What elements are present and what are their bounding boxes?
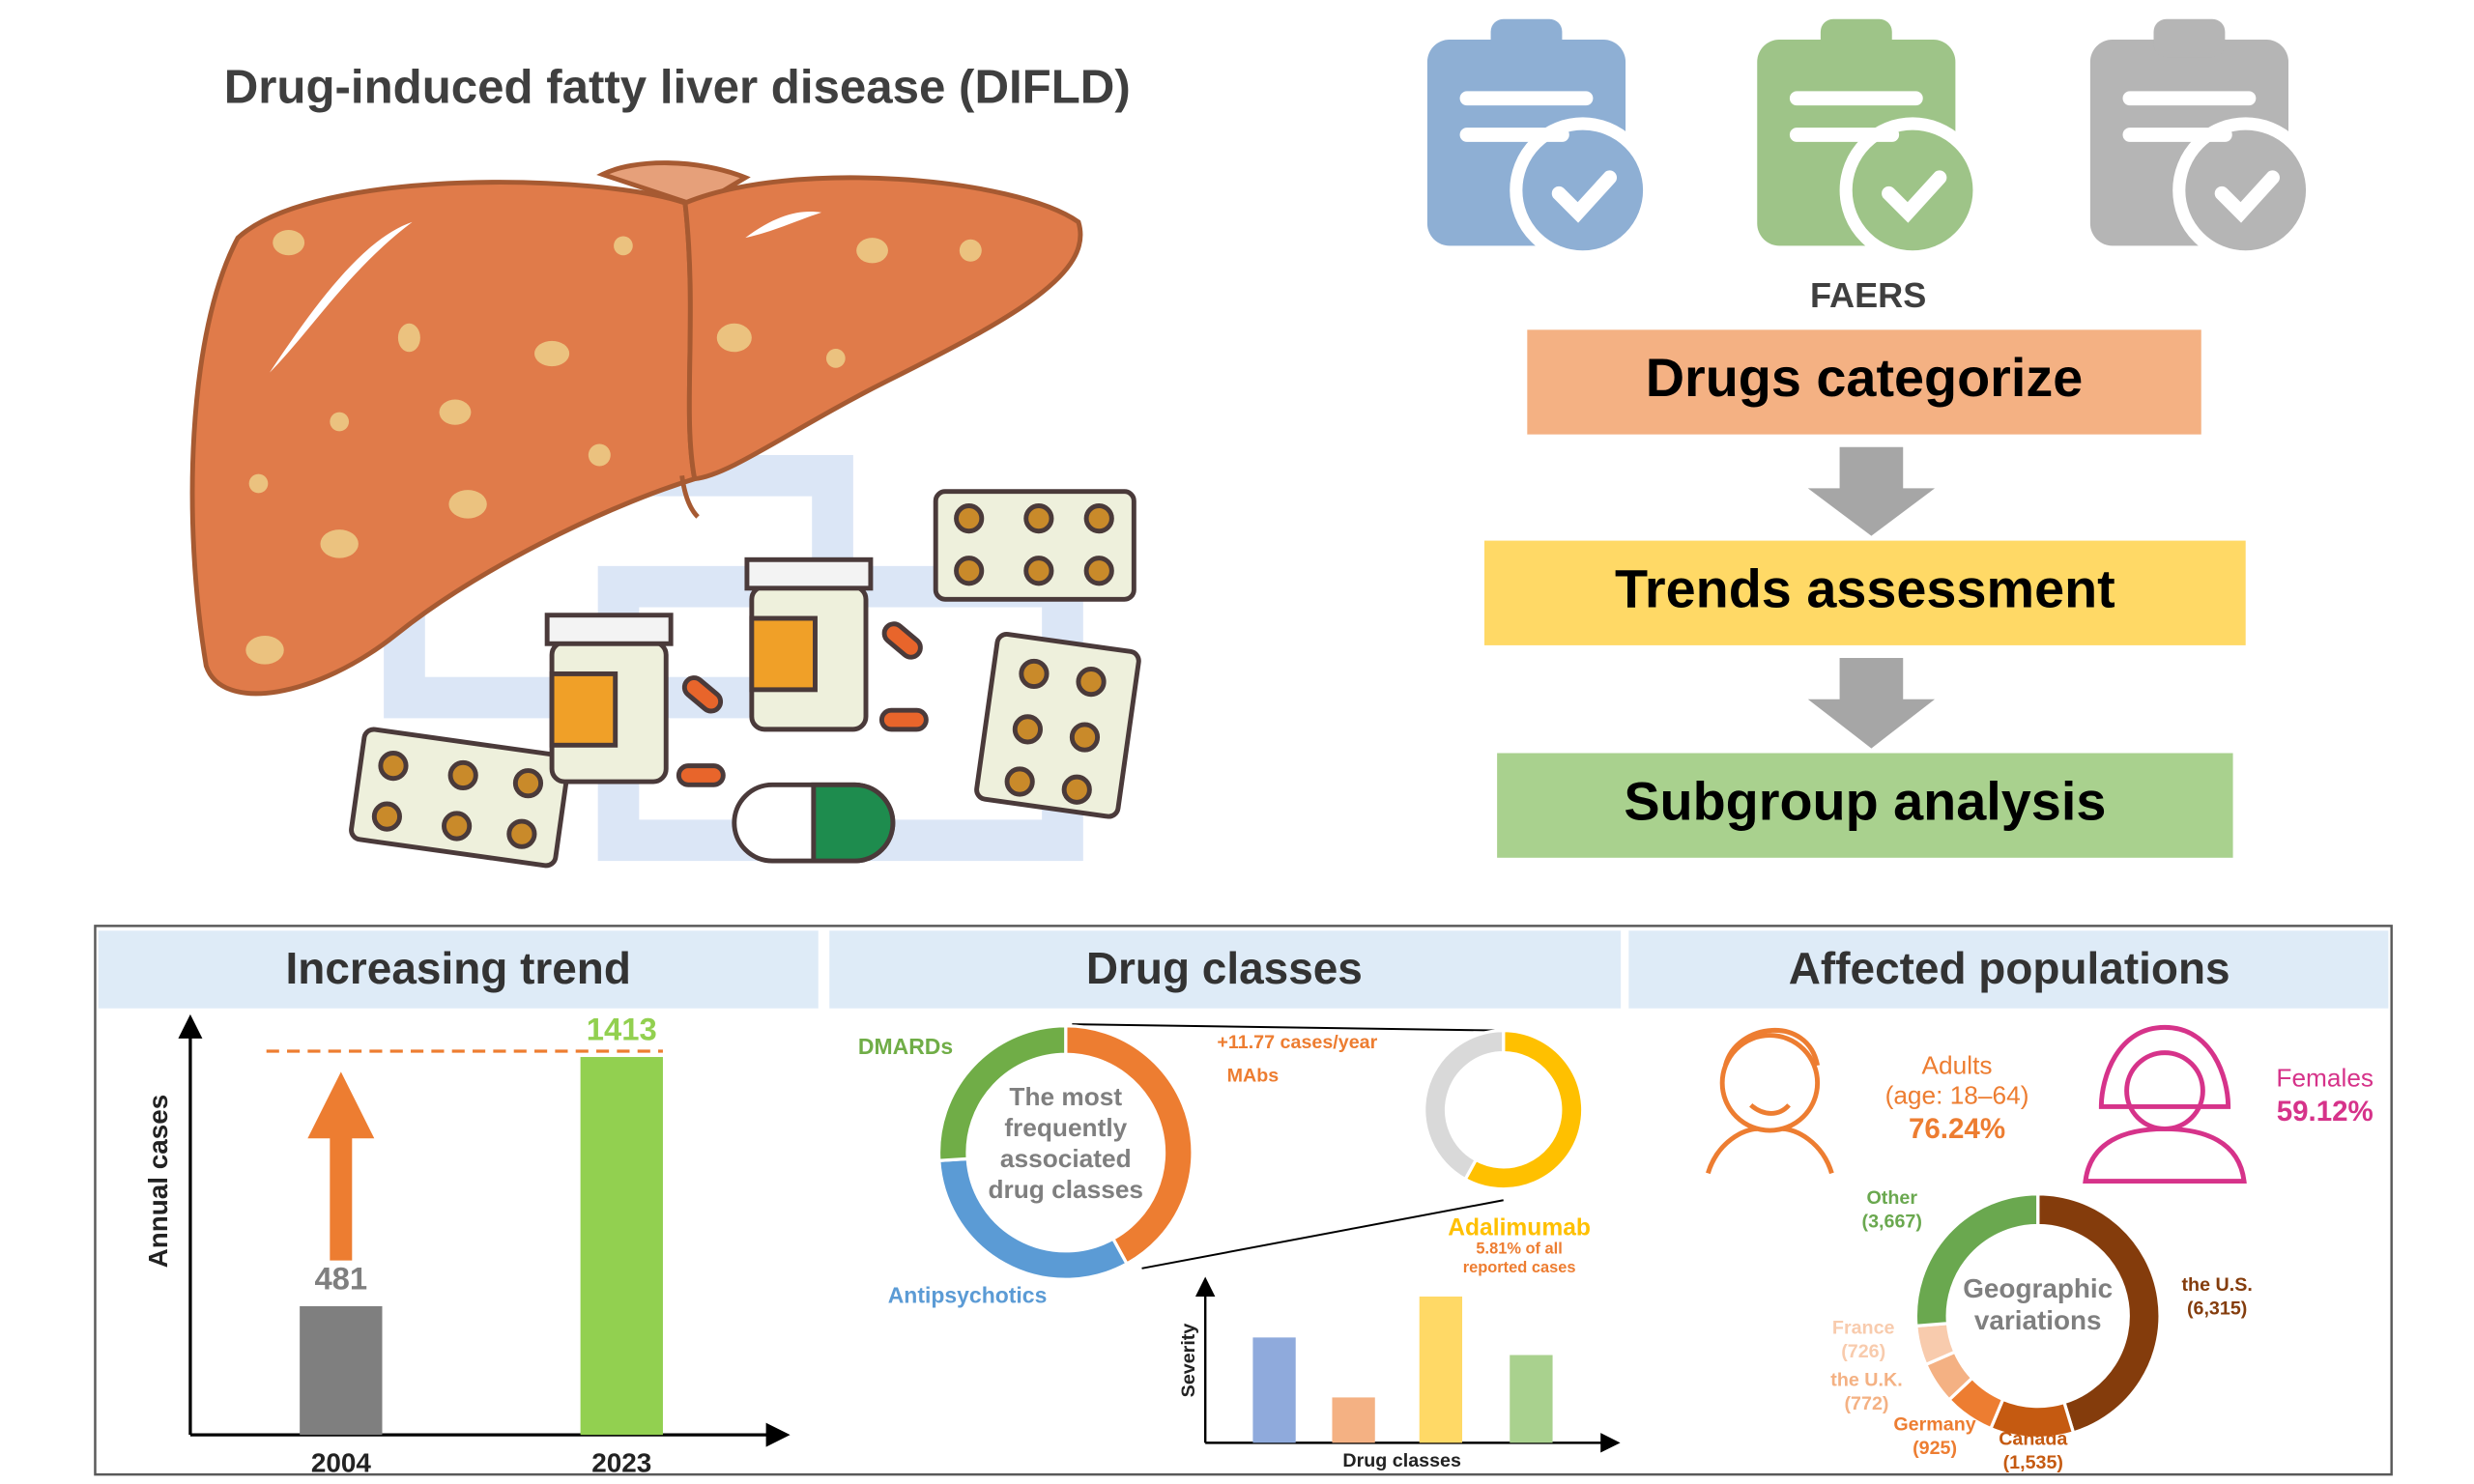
donut-center-label: The most [1009,1082,1122,1111]
category-label: Canada [1999,1428,2068,1449]
panel-title: Affected populations [1789,943,2230,993]
connector [1072,1023,1504,1032]
value-label: 481 [314,1260,367,1296]
donut-center-label: Geographic [1963,1273,2113,1303]
value-label: 1413 [587,1011,657,1046]
category-label: Germany [1893,1413,1975,1435]
panel-header [829,930,1622,1009]
donut-segment [936,1024,1068,1163]
bar [1510,1355,1553,1443]
adults-share: 76.24% [1909,1113,2005,1145]
category-label: Antipsychotics [888,1282,1048,1307]
bar [580,1057,663,1436]
step-label: Drugs categorize [1646,347,2084,408]
category-label: MAbs [1227,1065,1280,1086]
donut-segment [1423,1029,1506,1182]
category-label: Other [1866,1187,1917,1209]
value-label: (1,535) [2003,1452,2063,1473]
bar [1332,1397,1375,1443]
flow-arrows [1807,446,1936,749]
step-box [1484,540,2246,645]
bar [1419,1296,1463,1443]
highlight-note: reported cases [1463,1259,1576,1276]
trend-arrow [307,1071,375,1261]
bar [300,1305,383,1436]
step-label: Trends assessment [1615,557,2115,618]
value-label: (925) [1913,1438,1957,1459]
title: Drug-induced fatty liver disease (DIFLD) [224,61,1131,114]
panel-title: Drug classes [1086,943,1363,993]
donut-segment [1913,1192,2040,1328]
faers-label: FAERS [1810,275,1926,315]
clipboard-icons [1426,18,2319,264]
donut-segment [1064,1024,1194,1267]
y-axis-label: Annual cases [143,1095,173,1269]
category-label: DMARDs [858,1034,953,1059]
donut-center-label: drug classes [989,1175,1143,1204]
category-label: the U.K. [1830,1370,1902,1391]
highlight-note: 5.81% of all [1476,1240,1562,1257]
panel-header [1628,930,2389,1009]
donut-center-label: frequently [1004,1113,1127,1142]
connector [1141,1199,1504,1270]
value-label: (3,667) [1862,1211,1922,1232]
value-label: (726) [1841,1341,1885,1362]
donut-center-label: associated [1000,1144,1132,1173]
category-label: the U.S. [2182,1274,2253,1296]
adult-icon [1706,1028,1834,1175]
panel-title: Increasing trend [286,943,631,993]
panel-frame [94,925,2393,1476]
value-label: (772) [1845,1393,1889,1414]
x-axis-label: Drug classes [1342,1450,1461,1471]
y-axis-label: Severity [1178,1324,1199,1398]
category-label: France [1832,1317,1895,1338]
pill-illustrations [349,489,1141,869]
step-box [1497,753,2233,858]
step-label: Subgroup analysis [1624,770,2106,831]
donut-segment [2036,1192,2162,1435]
panel-header [98,930,819,1009]
donut-segment [1462,1029,1585,1191]
liver-spots [245,211,982,665]
x-tick-label: 2004 [311,1448,372,1478]
rate-label: +11.77 cases/year [1217,1032,1377,1053]
adults-age: (age: 18–64) [1885,1081,2029,1110]
step-box [1527,329,2201,435]
bar [1252,1337,1296,1443]
female-icon [2083,1024,2247,1184]
trend-axes [178,1013,791,1447]
females-share: 59.12% [2277,1096,2373,1127]
highlight-name: Adalimumab [1448,1214,1591,1241]
x-tick-label: 2023 [591,1448,651,1478]
adults-label: Adults [1922,1050,1993,1079]
females-label: Females [2276,1063,2373,1092]
value-label: (6,315) [2187,1298,2247,1320]
donut-center-label: variations [1974,1305,2102,1335]
